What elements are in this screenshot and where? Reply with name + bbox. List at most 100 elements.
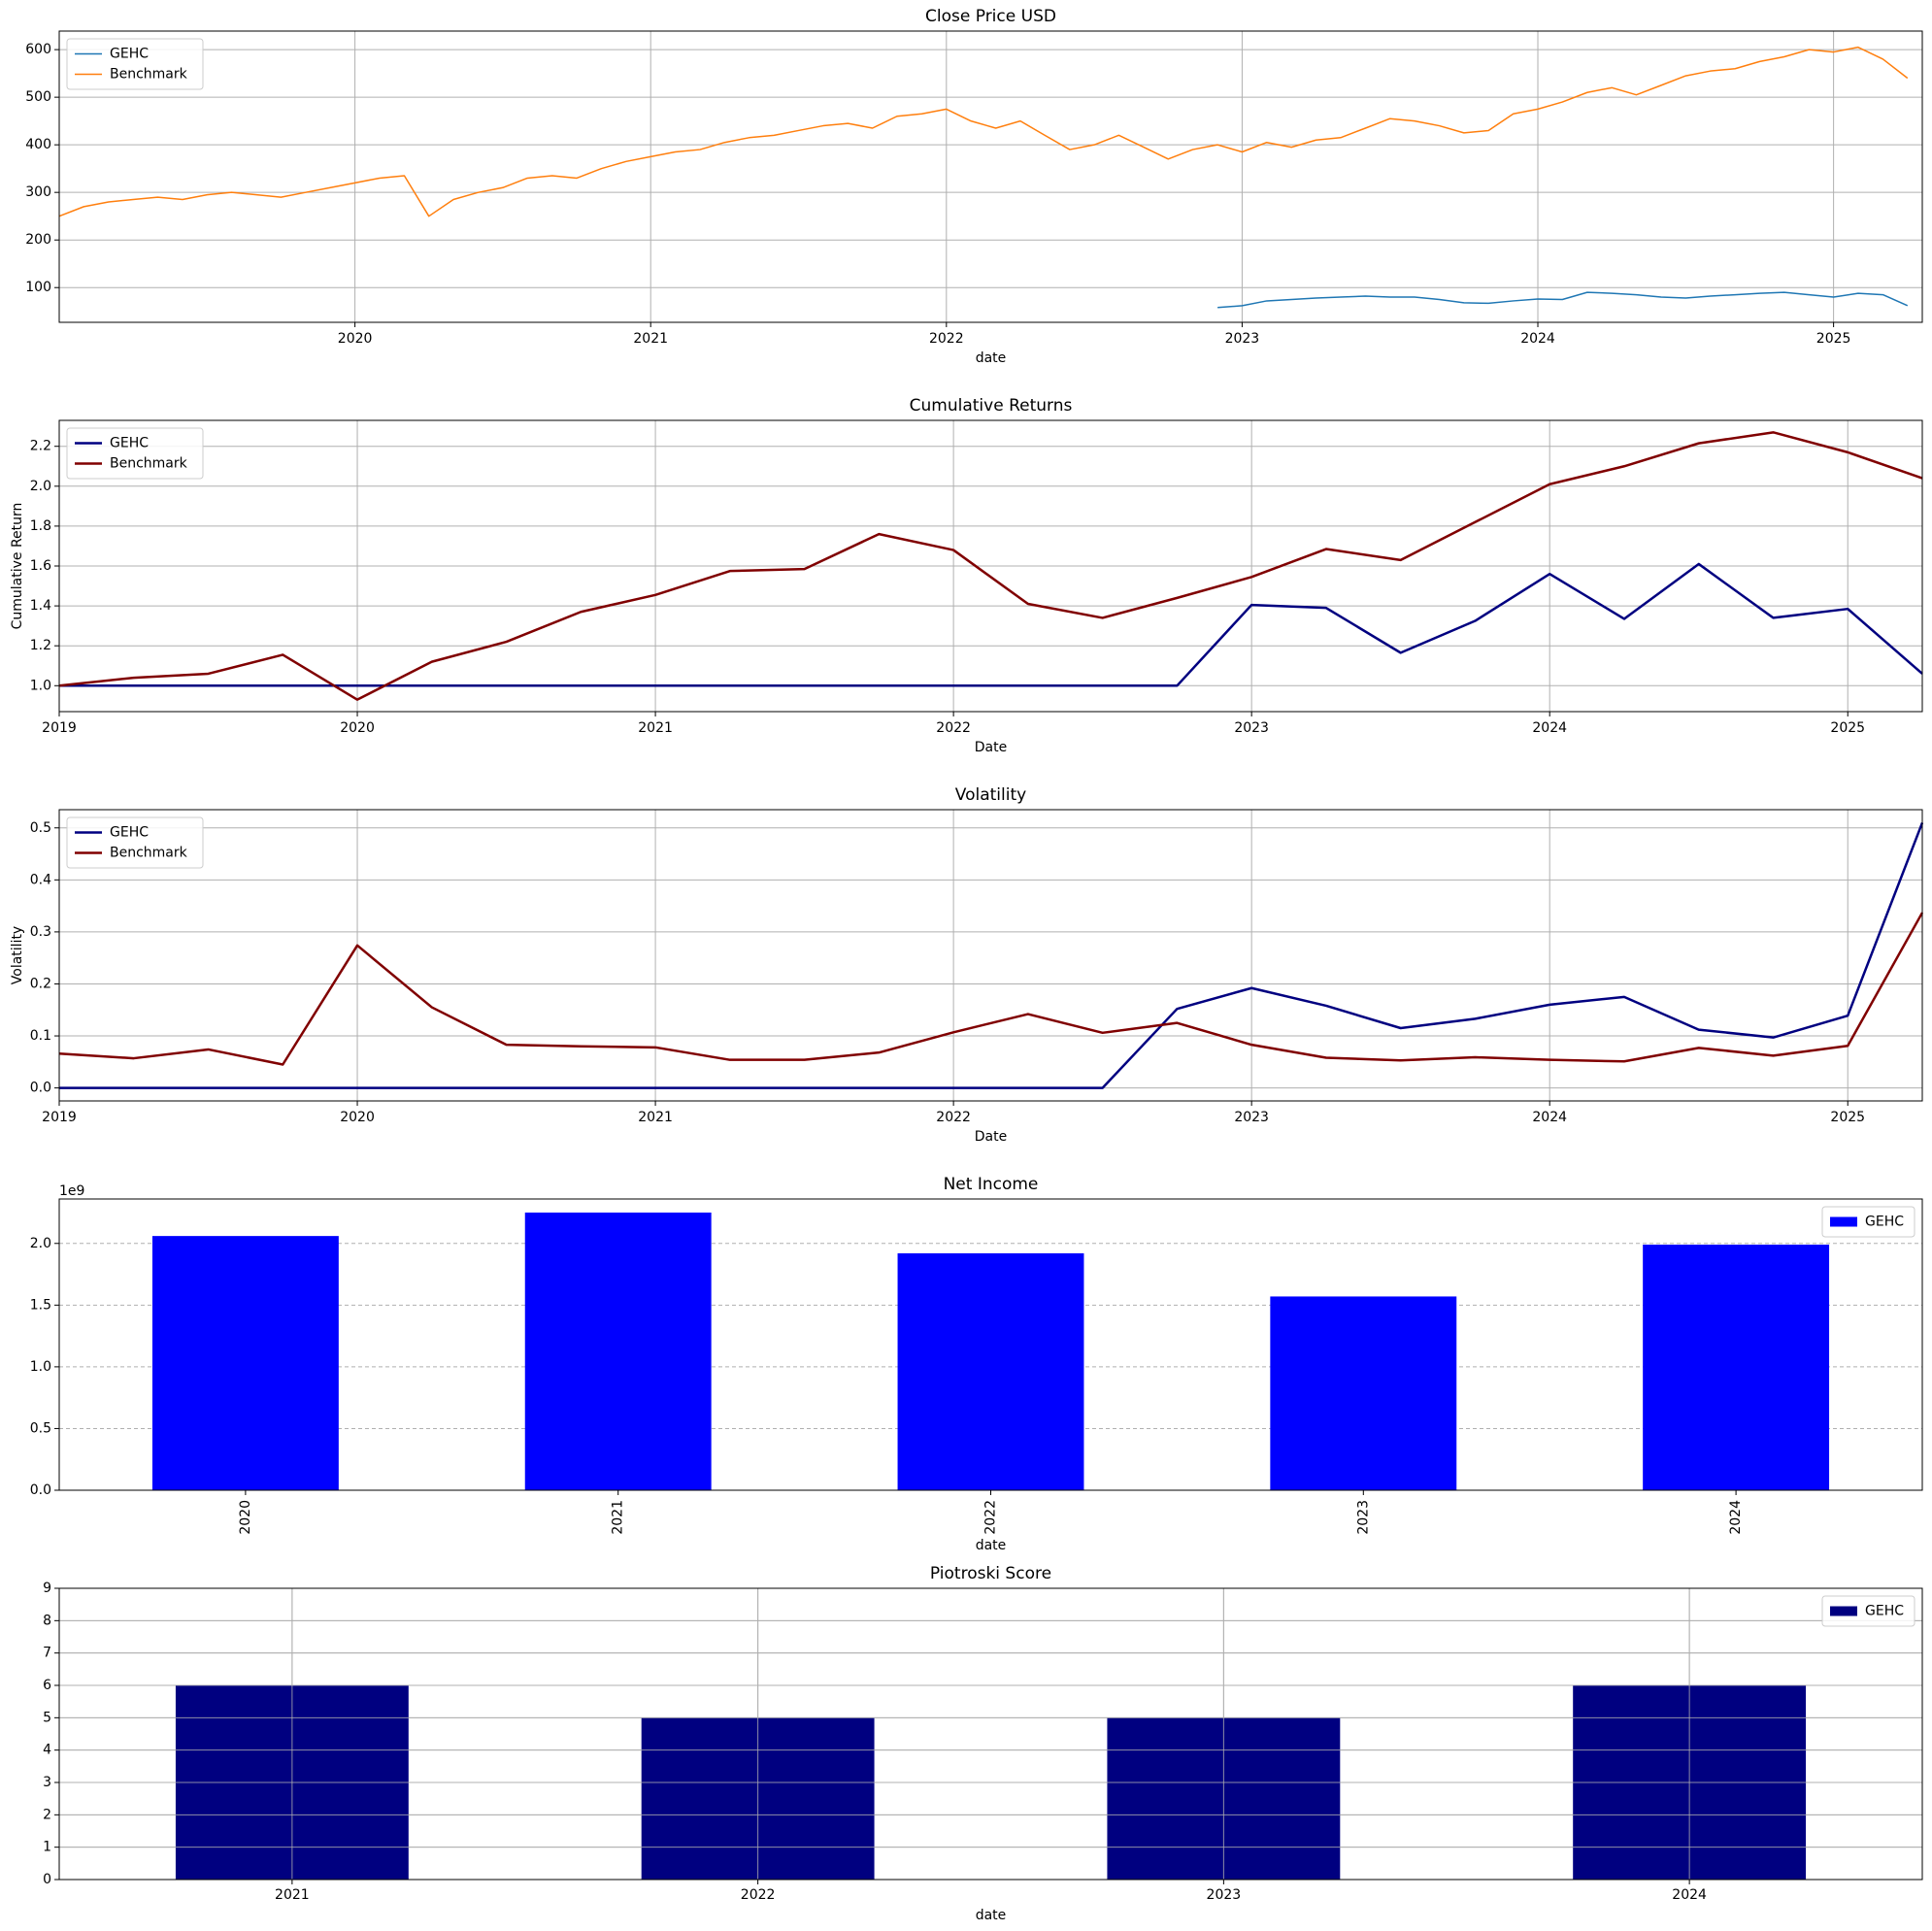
x-tick-label: 2024: [1672, 1887, 1707, 1903]
x-axis-label: Date: [975, 1129, 1007, 1145]
x-tick-label: 2020: [340, 720, 375, 736]
series-line: [1217, 291, 1909, 309]
y-tick-label: 0.2: [30, 976, 51, 991]
y-tick-label: 7: [43, 1646, 51, 1661]
y-tick-label: 0.5: [30, 820, 51, 836]
y-tick-label: 0.4: [30, 872, 51, 887]
x-tick-label: 2023: [1207, 1887, 1242, 1903]
y-tick-label: 3: [43, 1775, 51, 1790]
bar: [151, 1236, 339, 1490]
x-tick-label: 2021: [638, 1110, 673, 1125]
x-tick-label: 2019: [42, 720, 77, 736]
series-line: [59, 821, 1924, 1089]
x-axis-label: Date: [975, 740, 1007, 755]
y-tick-label: 1.2: [30, 638, 51, 653]
y-tick-label: 1.6: [30, 558, 51, 574]
y-tick-label: 2: [43, 1807, 51, 1822]
chart-title: Cumulative Returns: [910, 396, 1073, 416]
x-tick-label: 2025: [1830, 1110, 1865, 1125]
x-tick-label: 2021: [275, 1887, 310, 1903]
y-tick-label: 4: [43, 1743, 51, 1758]
legend-label: Benchmark: [110, 67, 188, 83]
y-tick-label: 200: [25, 232, 51, 248]
series-line: [58, 912, 1924, 1066]
axes-frame: [58, 809, 1923, 1102]
series-line: [58, 46, 1909, 217]
y-tick-label: 1: [43, 1840, 51, 1855]
x-tick-label: 2020: [238, 1500, 253, 1535]
x-tick-label: 2024: [1532, 720, 1567, 736]
x-tick-label: 2024: [1728, 1500, 1744, 1535]
x-tick-label: 2023: [1355, 1500, 1371, 1535]
legend-label: GEHC: [110, 825, 149, 841]
y-tick-label: 0: [43, 1872, 51, 1887]
y-tick-label: 8: [43, 1613, 51, 1628]
x-tick-label: 2021: [611, 1500, 626, 1535]
x-tick-label: 2024: [1532, 1110, 1567, 1125]
x-tick-label: 2021: [638, 720, 673, 736]
bar: [524, 1212, 712, 1490]
legend-box: [66, 427, 204, 480]
x-tick-label: 2019: [42, 1110, 77, 1125]
chart-title: Piotroski Score: [930, 1564, 1051, 1583]
x-tick-label: 2023: [1225, 331, 1260, 347]
x-tick-label: 2024: [1520, 331, 1555, 347]
axes-frame: [58, 419, 1923, 713]
axes-frame: [58, 30, 1923, 323]
bar: [1643, 1245, 1830, 1490]
y-tick-label: 9: [43, 1581, 51, 1596]
x-tick-label: 2022: [741, 1887, 776, 1903]
legend-label: GEHC: [110, 47, 149, 62]
x-axis-label: date: [976, 1538, 1007, 1553]
legend-label: Benchmark: [110, 846, 188, 861]
y-offset-label: 1e9: [59, 1183, 84, 1199]
x-tick-label: 2023: [1234, 1110, 1269, 1125]
x-tick-label: 2025: [1816, 331, 1851, 347]
y-tick-label: 500: [25, 89, 51, 105]
x-axis-label: date: [976, 1908, 1007, 1923]
x-tick-label: 2021: [633, 331, 668, 347]
legend-box: [1821, 1595, 1915, 1627]
x-tick-label: 2025: [1830, 720, 1865, 736]
bar: [897, 1252, 1084, 1490]
bar: [1270, 1296, 1457, 1490]
y-axis-label: Cumulative Return: [10, 503, 25, 630]
y-tick-label: 0.3: [30, 924, 51, 940]
legend-box: [66, 816, 204, 869]
y-tick-label: 0.5: [30, 1420, 51, 1436]
y-tick-label: 2.0: [30, 1236, 51, 1251]
x-tick-label: 2022: [929, 331, 964, 347]
x-axis-label: date: [976, 350, 1007, 366]
chart-title: Volatility: [955, 785, 1026, 805]
y-tick-label: 6: [43, 1678, 51, 1693]
x-tick-label: 2022: [936, 720, 971, 736]
legend-swatch: [1830, 1216, 1857, 1227]
y-tick-label: 1.4: [30, 598, 51, 614]
y-tick-label: 1.8: [30, 518, 51, 534]
x-tick-label: 2022: [936, 1110, 971, 1125]
y-tick-label: 1.0: [30, 678, 51, 693]
x-tick-label: 2020: [338, 331, 373, 347]
chart-title: Close Price USD: [925, 7, 1056, 26]
y-axis-label: Volatility: [10, 926, 25, 984]
legend-label: GEHC: [1865, 1215, 1904, 1230]
y-tick-label: 300: [25, 184, 51, 200]
legend-label: Benchmark: [110, 456, 188, 472]
y-tick-label: 0.0: [30, 1482, 51, 1498]
legend-label: GEHC: [1865, 1604, 1904, 1619]
legend-box: [1821, 1206, 1915, 1238]
y-tick-label: 100: [25, 280, 51, 295]
axes-frame: [58, 1587, 1923, 1881]
y-tick-label: 5: [43, 1710, 51, 1725]
y-tick-label: 1.5: [30, 1297, 51, 1313]
axes-frame: [58, 1198, 1923, 1491]
legend-box: [66, 38, 204, 90]
x-tick-label: 2023: [1234, 720, 1269, 736]
y-tick-label: 1.0: [30, 1359, 51, 1375]
y-tick-label: 600: [25, 42, 51, 57]
legend-swatch: [1830, 1606, 1857, 1616]
y-tick-label: 2.2: [30, 439, 51, 454]
x-tick-label: 2020: [340, 1110, 375, 1125]
y-tick-label: 0.1: [30, 1028, 51, 1044]
